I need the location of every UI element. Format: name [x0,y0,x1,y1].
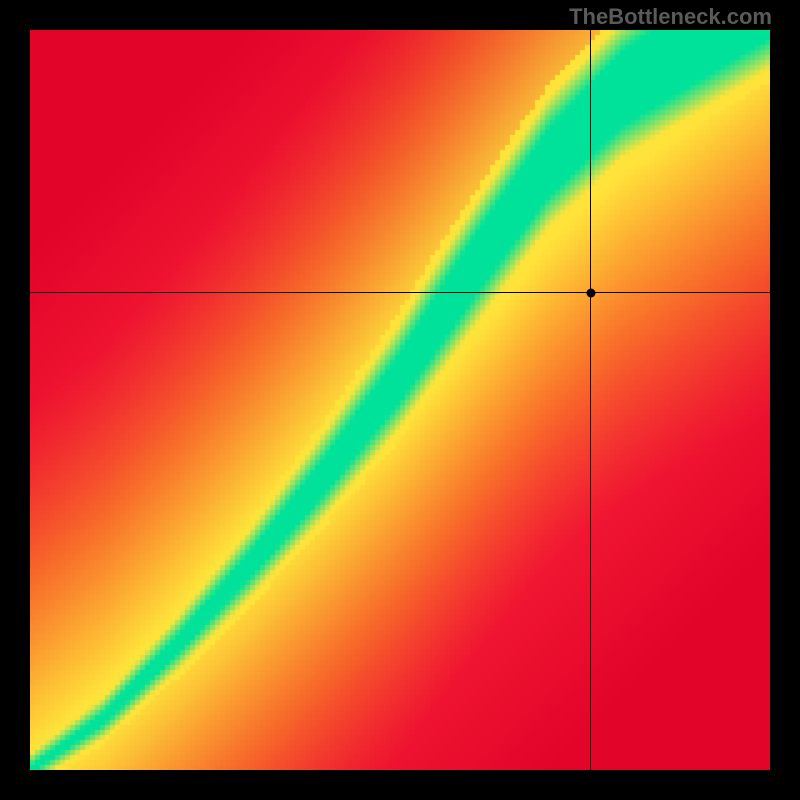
crosshair-horizontal [30,292,770,293]
watermark-text: TheBottleneck.com [569,4,772,30]
plot-area [30,30,770,770]
crosshair-marker [586,288,595,297]
chart-root: TheBottleneck.com [0,0,800,800]
heatmap-canvas [30,30,770,770]
crosshair-vertical [590,30,591,770]
